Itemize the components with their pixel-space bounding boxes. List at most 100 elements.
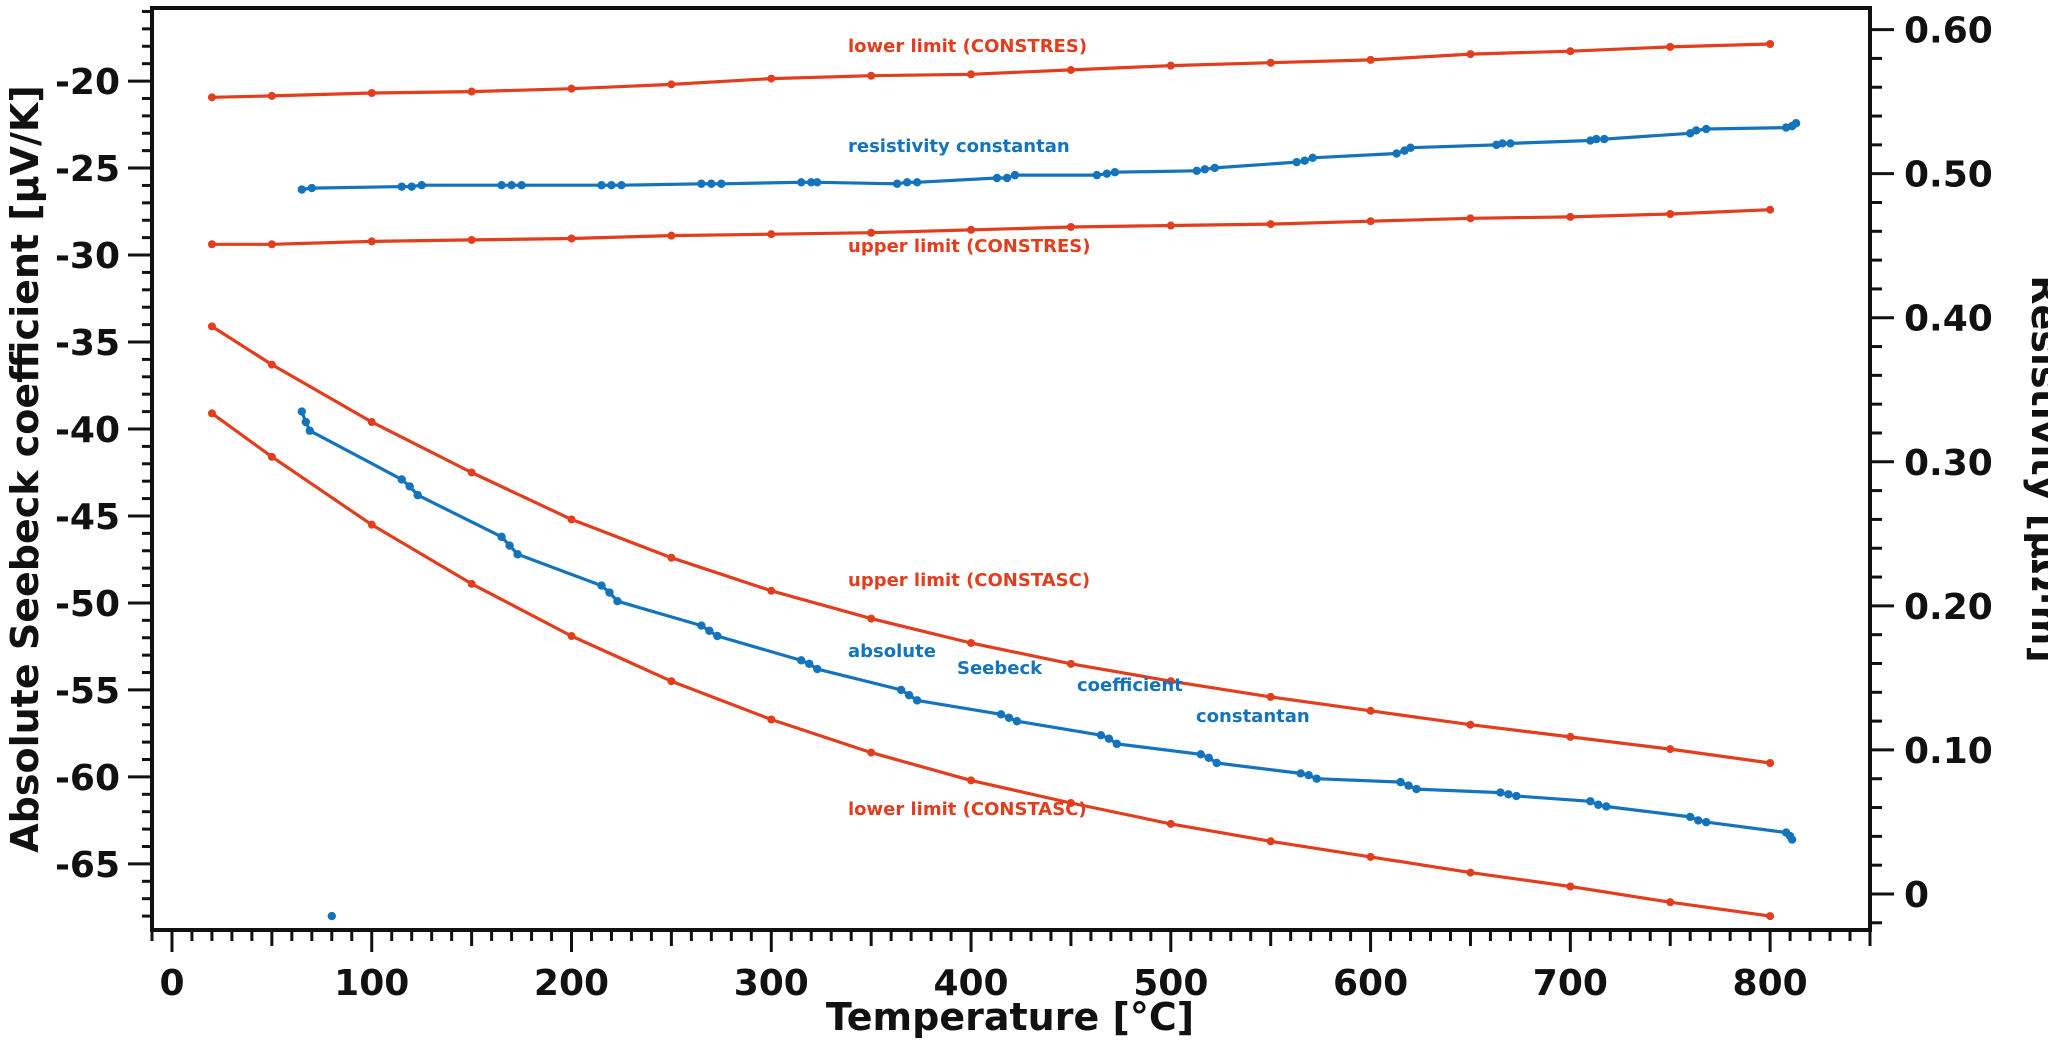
data-point (1586, 797, 1595, 806)
data-point (1666, 210, 1675, 219)
data-point (912, 696, 922, 705)
data-point (667, 553, 676, 562)
data-point (1112, 739, 1122, 749)
data-point (1701, 124, 1711, 134)
data-point (1266, 220, 1275, 229)
data-point (567, 234, 576, 243)
data-point (613, 597, 622, 606)
data-point (507, 180, 516, 190)
data-point (867, 71, 876, 80)
data-point (1406, 143, 1415, 152)
labels-layer: 0 100 200 300 400 500 600 700 800 -20 -25 -30 -35 -40… (55, 11, 1993, 1004)
data-point (1166, 221, 1175, 230)
data-point (1504, 790, 1513, 799)
data-point (1266, 58, 1275, 67)
data-point (207, 93, 216, 102)
y2-tick-label: 0 (1904, 875, 1929, 916)
x-tick-label: 200 (534, 963, 609, 1004)
data-point (1204, 753, 1213, 762)
data-point (567, 632, 576, 641)
data-point (1010, 170, 1020, 180)
y-tick-label: -55 (55, 671, 120, 712)
data-point (1096, 730, 1106, 740)
data-point (467, 87, 476, 96)
data-point (397, 475, 406, 484)
data-point (667, 231, 676, 240)
y2-tick-label: 0.10 (1904, 731, 1993, 772)
x-axis-title: Temperature [°C] (826, 995, 1194, 1039)
annotation-upper-limit-constasc: upper limit (CONSTASC) (848, 570, 1090, 591)
data-point (1594, 800, 1603, 809)
data-point (567, 515, 576, 524)
data-point (1666, 898, 1675, 907)
data-point (707, 179, 716, 188)
y-tick-label: -25 (55, 149, 120, 190)
data-point (497, 532, 506, 542)
data-point (597, 180, 606, 190)
data-point (1592, 134, 1601, 144)
data-point (904, 690, 914, 700)
data-point (1701, 817, 1711, 827)
data-point (517, 180, 526, 190)
data-point (207, 240, 216, 249)
data-point (1292, 157, 1301, 167)
x-tick-label: 600 (1333, 963, 1408, 1004)
data-point (207, 409, 216, 418)
x-tick-label: 100 (334, 963, 409, 1004)
x-tick-label: 800 (1733, 963, 1808, 1004)
data-point (813, 664, 822, 674)
data-point (1166, 677, 1175, 686)
data-point (967, 225, 976, 234)
data-point (297, 407, 307, 416)
data-point (1266, 692, 1275, 701)
data-point (1366, 217, 1375, 226)
data-point (1308, 153, 1317, 163)
data-point (705, 626, 714, 635)
data-point (1686, 812, 1695, 822)
data-point (1566, 732, 1575, 741)
y-tick-label: -20 (55, 62, 120, 103)
data-point (1766, 758, 1775, 767)
data-point (805, 659, 814, 669)
data-point (1392, 149, 1401, 158)
data-point (297, 185, 307, 194)
series-line-3 (211, 325, 1771, 765)
data-point (1296, 769, 1305, 778)
data-point (1766, 40, 1775, 49)
data-point (1466, 50, 1475, 59)
data-point (413, 490, 422, 500)
data-point (1092, 170, 1102, 180)
data-point (967, 776, 976, 785)
data-point (767, 230, 776, 239)
x-tick-label: 300 (734, 963, 809, 1004)
data-point (1110, 168, 1120, 177)
x-tick-label: 0 (159, 963, 184, 1004)
data-point (497, 180, 506, 190)
outlier-point (327, 911, 336, 921)
data-point (1496, 788, 1505, 797)
annotation-resistivity-constantan: resistivity constantan (848, 136, 1070, 157)
data-point (1600, 134, 1609, 144)
y2-tick-label: 0.50 (1904, 155, 1993, 196)
data-point (1192, 166, 1201, 175)
data-point (467, 235, 476, 244)
data-point (1066, 65, 1075, 74)
x-tick-label: 500 (1133, 963, 1208, 1004)
data-point (513, 550, 522, 559)
data-point (207, 322, 216, 331)
data-point (1694, 816, 1703, 825)
data-point (307, 183, 317, 193)
data-point (1366, 55, 1375, 64)
annotation-coefficient: coefficient (1077, 675, 1183, 696)
axis-ticks (128, 9, 1894, 952)
data-point (1210, 163, 1219, 173)
data-point (717, 179, 726, 188)
data-point (967, 638, 976, 647)
data-point (367, 418, 376, 427)
x-tick-label: 400 (933, 963, 1008, 1004)
data-point (1566, 47, 1575, 56)
y2-axis-title: Resistivity [µΩ·m] (2023, 275, 2048, 662)
series-layer (207, 40, 1801, 921)
data-point (892, 179, 902, 188)
data-point (567, 84, 576, 93)
